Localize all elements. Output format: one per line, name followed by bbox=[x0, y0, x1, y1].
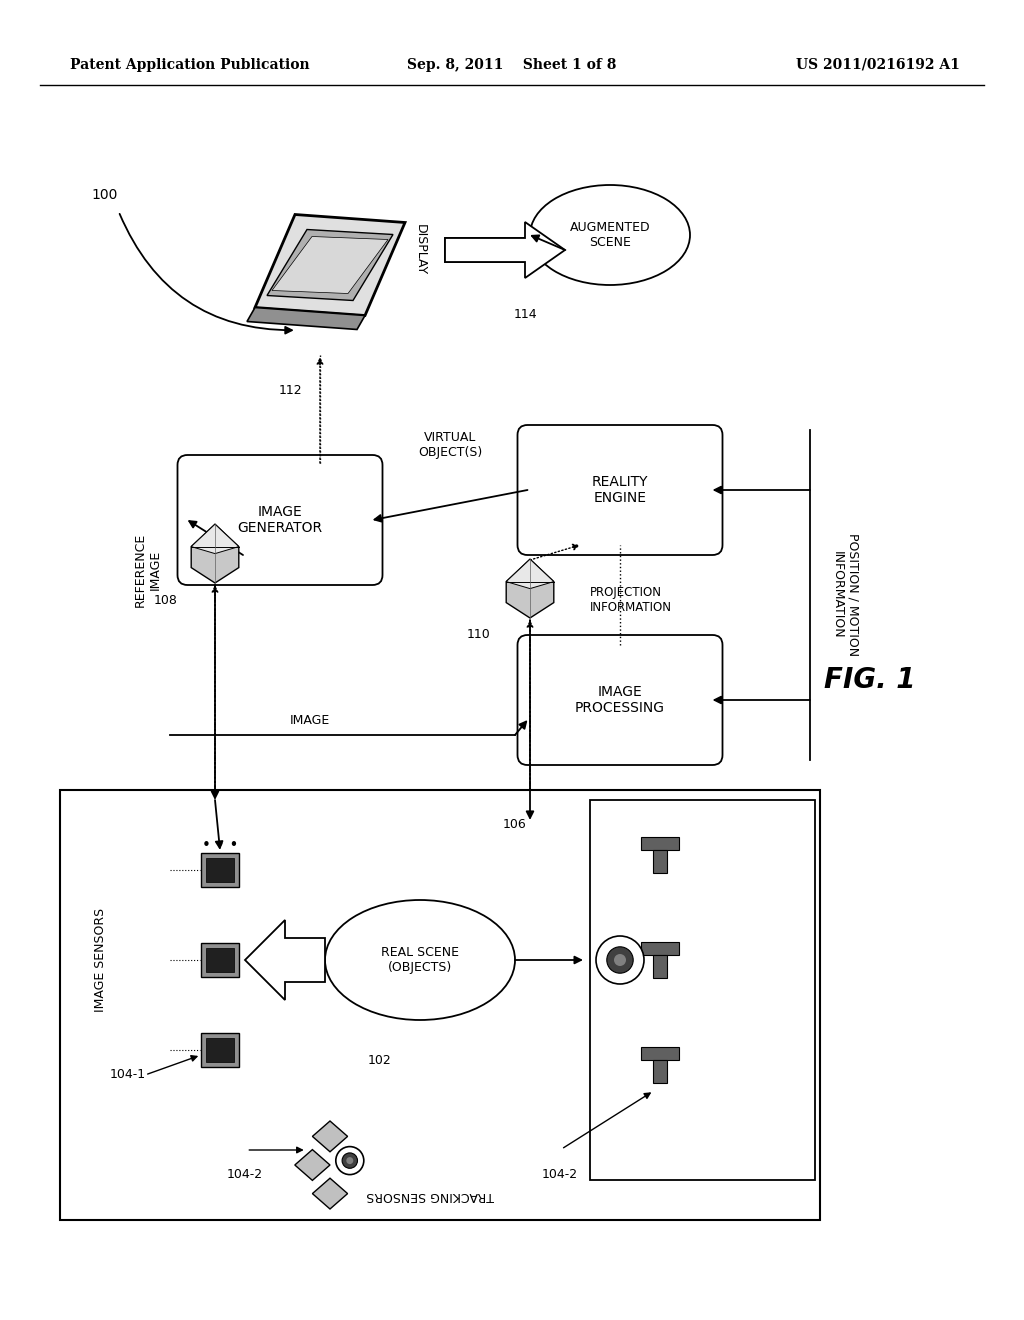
Bar bbox=[653, 850, 667, 873]
Bar bbox=[201, 1034, 239, 1067]
Text: 112: 112 bbox=[279, 384, 302, 396]
Bar bbox=[206, 858, 234, 882]
Text: 114: 114 bbox=[513, 309, 537, 322]
Text: REFERENCE
IMAGE: REFERENCE IMAGE bbox=[134, 533, 162, 607]
Text: Patent Application Publication: Patent Application Publication bbox=[70, 58, 309, 73]
Bar bbox=[201, 853, 239, 887]
Bar bbox=[590, 800, 815, 1180]
Text: US 2011/0216192 A1: US 2011/0216192 A1 bbox=[796, 58, 961, 73]
Bar bbox=[445, 238, 525, 261]
Bar bbox=[641, 1047, 679, 1060]
Polygon shape bbox=[445, 222, 565, 279]
Text: FIG. 1: FIG. 1 bbox=[824, 667, 915, 694]
Text: IMAGE
PROCESSING: IMAGE PROCESSING bbox=[575, 685, 665, 715]
Bar bbox=[60, 789, 820, 1220]
Polygon shape bbox=[191, 524, 239, 553]
Polygon shape bbox=[255, 214, 406, 315]
FancyBboxPatch shape bbox=[517, 635, 723, 766]
Bar bbox=[653, 954, 667, 978]
Text: IMAGE
GENERATOR: IMAGE GENERATOR bbox=[238, 504, 323, 535]
Bar bbox=[653, 1060, 667, 1082]
Text: IMAGE SENSORS: IMAGE SENSORS bbox=[93, 908, 106, 1012]
Polygon shape bbox=[506, 560, 554, 589]
Text: REAL SCENE
(OBJECTS): REAL SCENE (OBJECTS) bbox=[381, 946, 459, 974]
Text: 100: 100 bbox=[92, 187, 118, 202]
Polygon shape bbox=[247, 308, 365, 330]
Polygon shape bbox=[272, 236, 388, 293]
Text: 110: 110 bbox=[466, 628, 490, 642]
Polygon shape bbox=[245, 920, 325, 1001]
Text: AUGMENTED
SCENE: AUGMENTED SCENE bbox=[569, 220, 650, 249]
FancyBboxPatch shape bbox=[177, 455, 383, 585]
Circle shape bbox=[336, 1147, 364, 1175]
Text: IMAGE: IMAGE bbox=[290, 714, 330, 726]
Bar bbox=[641, 942, 679, 954]
Bar bbox=[206, 1038, 234, 1063]
Text: TRACKING SENSORS: TRACKING SENSORS bbox=[367, 1188, 494, 1201]
Text: REALITY
ENGINE: REALITY ENGINE bbox=[592, 475, 648, 506]
Polygon shape bbox=[191, 524, 239, 583]
Bar bbox=[641, 837, 679, 850]
Text: DISPLAY: DISPLAY bbox=[414, 224, 427, 276]
Circle shape bbox=[614, 954, 626, 966]
Bar bbox=[201, 942, 239, 977]
Text: 104-2: 104-2 bbox=[227, 1168, 263, 1181]
Circle shape bbox=[596, 936, 644, 983]
Polygon shape bbox=[267, 230, 393, 301]
Text: POSITION / MOTION
INFORMATION: POSITION / MOTION INFORMATION bbox=[831, 533, 859, 656]
Text: 104-2: 104-2 bbox=[542, 1168, 579, 1181]
Ellipse shape bbox=[325, 900, 515, 1020]
Bar bbox=[206, 948, 234, 972]
Circle shape bbox=[346, 1158, 353, 1164]
Text: 108: 108 bbox=[155, 594, 178, 606]
Text: PROJECTION
INFORMATION: PROJECTION INFORMATION bbox=[590, 586, 672, 614]
Text: • • •: • • • bbox=[202, 837, 239, 853]
Text: 106: 106 bbox=[503, 818, 527, 832]
Polygon shape bbox=[312, 1179, 347, 1209]
Text: VIRTUAL
OBJECT(S): VIRTUAL OBJECT(S) bbox=[418, 432, 482, 459]
Polygon shape bbox=[312, 1121, 347, 1152]
Text: 102: 102 bbox=[368, 1053, 392, 1067]
Text: 104-1: 104-1 bbox=[110, 1068, 146, 1081]
Text: Sep. 8, 2011    Sheet 1 of 8: Sep. 8, 2011 Sheet 1 of 8 bbox=[408, 58, 616, 73]
Ellipse shape bbox=[530, 185, 690, 285]
Polygon shape bbox=[295, 1150, 330, 1180]
Circle shape bbox=[342, 1152, 357, 1168]
Circle shape bbox=[607, 946, 633, 973]
FancyBboxPatch shape bbox=[517, 425, 723, 554]
Polygon shape bbox=[506, 560, 554, 618]
